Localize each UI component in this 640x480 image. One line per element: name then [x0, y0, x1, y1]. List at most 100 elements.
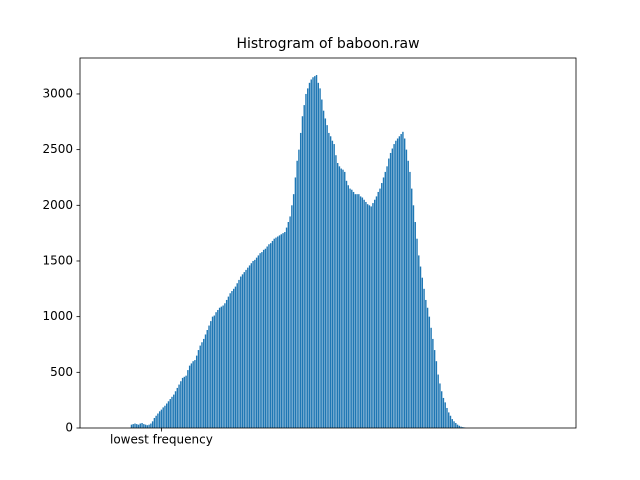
bar	[326, 125, 328, 428]
bar	[218, 307, 221, 428]
bar	[247, 267, 249, 428]
bar	[331, 140, 334, 428]
bar	[262, 249, 265, 428]
bar	[368, 205, 371, 428]
bar	[211, 316, 214, 428]
bar	[395, 140, 397, 428]
bar	[151, 421, 154, 428]
bar	[180, 381, 182, 428]
bar	[354, 194, 357, 428]
bar	[280, 234, 282, 428]
bar	[433, 350, 436, 428]
y-tick-label: 2000	[42, 198, 73, 212]
bar	[428, 316, 431, 428]
bar	[336, 162, 339, 429]
bar	[446, 407, 448, 428]
bar	[439, 383, 441, 428]
bar	[407, 160, 409, 428]
bar	[426, 307, 429, 428]
bar	[393, 144, 395, 428]
bar	[398, 136, 401, 429]
bar	[396, 138, 399, 428]
bar	[148, 424, 150, 428]
bar	[250, 263, 253, 428]
bar	[328, 132, 330, 428]
bar	[329, 136, 332, 429]
bar	[389, 152, 392, 429]
bar	[344, 171, 346, 428]
bar	[166, 403, 168, 428]
y-tick-label: 3000	[42, 86, 73, 100]
bar	[271, 240, 274, 428]
bar	[227, 296, 230, 428]
bar	[314, 76, 316, 428]
bar	[456, 424, 459, 428]
chart-title: Histrogram of baboon.raw	[236, 36, 419, 52]
bar	[423, 288, 425, 428]
bar	[174, 391, 177, 428]
bar	[400, 134, 402, 428]
bar	[386, 166, 388, 428]
bar	[375, 196, 378, 428]
axes-frame	[79, 57, 577, 429]
bar	[409, 171, 411, 428]
bar	[195, 355, 198, 428]
bar	[440, 391, 443, 428]
bar	[275, 237, 277, 428]
bar	[150, 423, 152, 428]
bar	[419, 266, 422, 428]
bar	[277, 236, 279, 428]
bar	[188, 365, 191, 428]
bar	[155, 415, 157, 428]
bar	[430, 327, 432, 428]
bar	[333, 144, 335, 428]
bar	[206, 330, 208, 428]
bar	[259, 253, 261, 428]
bar	[257, 255, 260, 428]
bar	[201, 342, 203, 428]
bar	[366, 204, 369, 428]
bar	[296, 160, 298, 428]
bar	[418, 255, 420, 428]
bar	[347, 185, 349, 428]
bar	[291, 205, 293, 428]
bar	[449, 415, 452, 428]
bar	[197, 350, 200, 428]
bar	[322, 110, 325, 429]
y-tick-label: 1000	[42, 309, 73, 323]
bar	[217, 309, 219, 428]
bar	[213, 315, 216, 428]
bar	[453, 421, 455, 428]
bar	[220, 306, 223, 428]
bar	[402, 131, 404, 429]
bar	[411, 188, 413, 428]
bar	[305, 93, 307, 429]
bar	[224, 303, 226, 428]
bar	[388, 158, 390, 429]
bar	[268, 244, 270, 428]
bar	[273, 238, 275, 428]
bar	[164, 405, 166, 428]
bar	[248, 265, 251, 428]
bar	[203, 338, 205, 428]
bar	[321, 99, 323, 429]
bar	[455, 422, 457, 428]
bar	[146, 425, 149, 428]
bar	[254, 259, 256, 428]
bar	[292, 194, 295, 428]
bar	[240, 276, 242, 428]
bar	[372, 203, 374, 428]
bar	[232, 288, 235, 428]
bar	[374, 199, 376, 428]
bar	[299, 132, 302, 428]
bar	[303, 105, 305, 429]
bar	[361, 197, 364, 428]
bar	[345, 180, 348, 428]
bar	[351, 189, 353, 428]
bar	[270, 243, 272, 428]
bar	[287, 222, 290, 428]
bar	[442, 397, 445, 428]
bar	[199, 345, 201, 428]
bar	[294, 177, 297, 428]
bar	[136, 424, 138, 428]
